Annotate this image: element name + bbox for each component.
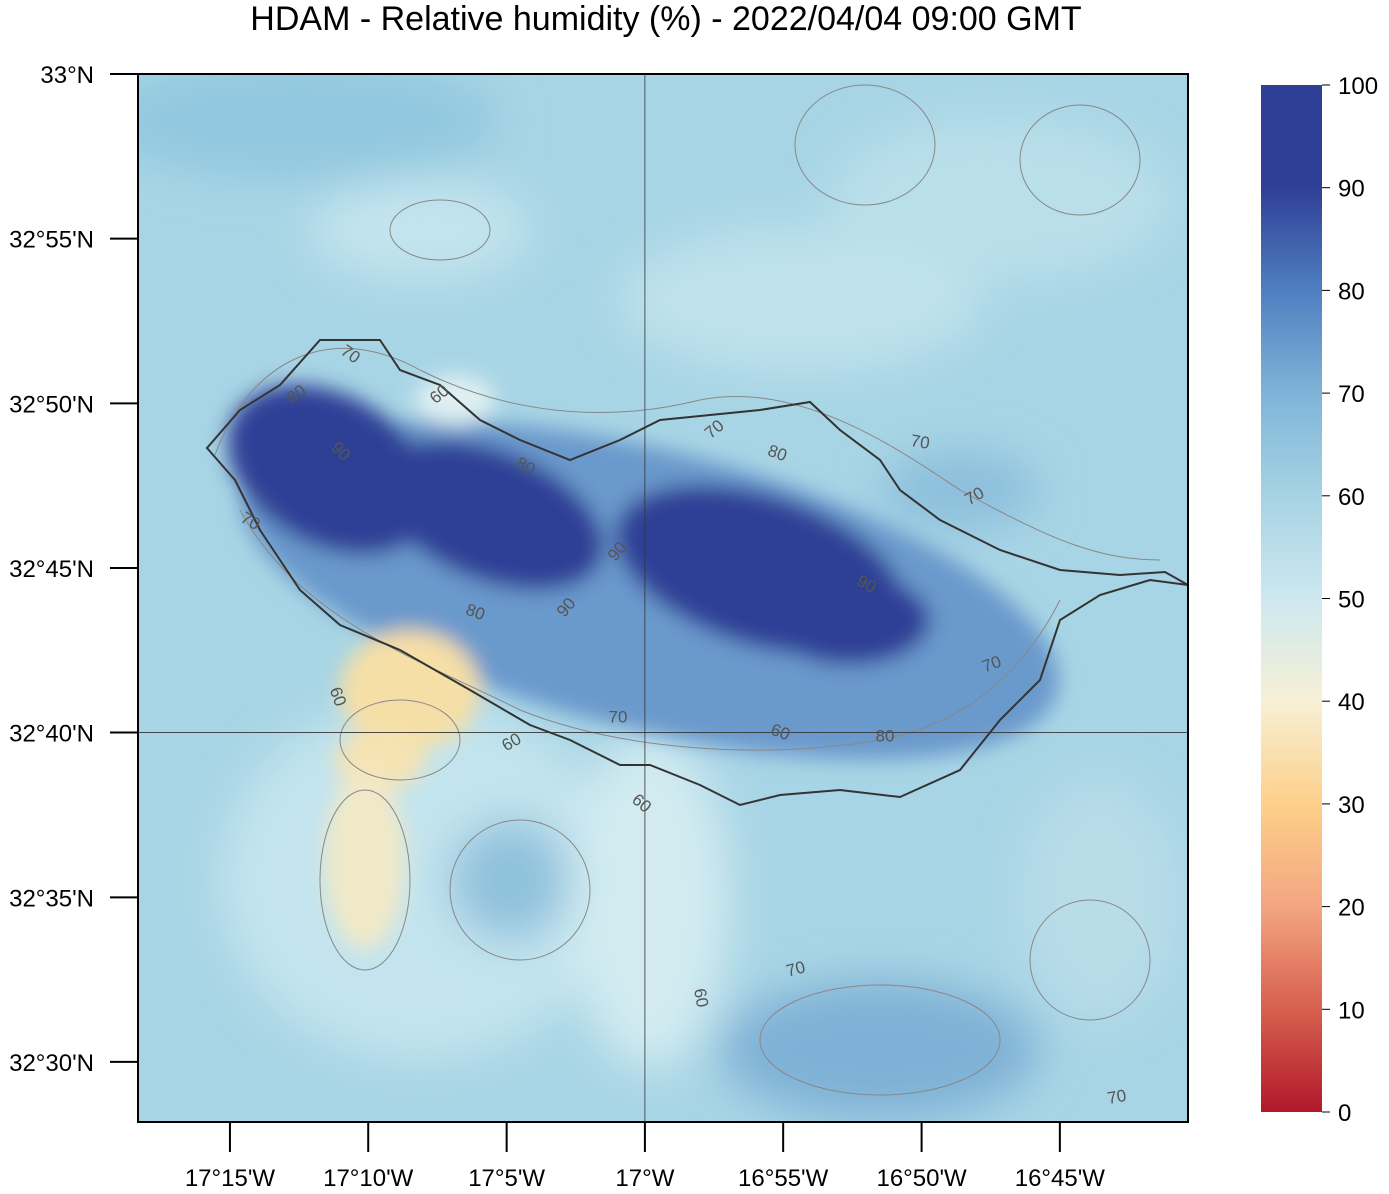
contour-label: 70 (784, 957, 807, 980)
x-tick-label: 17°W (615, 1165, 674, 1189)
colorbar-label: 60 (1338, 484, 1365, 511)
y-tick-label: 32°40'N (9, 721, 94, 748)
map-title: HDAM - Relative humidity (%) - 2022/04/0… (250, 0, 1081, 38)
colorbar (1261, 85, 1322, 1112)
x-tick-label: 17°15'W (185, 1165, 276, 1189)
colorbar-label: 30 (1338, 792, 1365, 819)
colorbar-label: 40 (1338, 689, 1365, 716)
contour-label: 70 (609, 707, 628, 726)
y-tick-label: 32°30'N (9, 1050, 94, 1077)
humidity-field (138, 74, 1188, 1122)
x-tick-label: 17°5'W (468, 1165, 545, 1189)
colorbar-label: 20 (1338, 895, 1365, 922)
y-tick-label: 32°50'N (9, 391, 94, 418)
colorbar-label: 0 (1338, 1100, 1351, 1127)
y-tick-label: 32°35'N (9, 885, 94, 912)
x-tick-label: 16°50'W (876, 1165, 967, 1189)
x-tick-label: 16°45'W (1015, 1165, 1106, 1189)
colorbar-label: 10 (1338, 997, 1365, 1024)
x-tick-label: 16°55'W (738, 1165, 829, 1189)
colorbar-label: 70 (1338, 381, 1365, 408)
colorbar-label: 80 (1338, 278, 1365, 305)
contour-label: 70 (1106, 1086, 1128, 1108)
y-tick-label: 33°N (40, 62, 94, 89)
contour-label: 80 (876, 726, 895, 745)
contour-label: 70 (909, 431, 931, 453)
x-tick-label: 17°10'W (323, 1165, 414, 1189)
colorbar-label: 90 (1338, 176, 1365, 203)
contour-label: 60 (690, 987, 712, 1009)
y-tick-label: 32°55'N (9, 227, 94, 254)
y-tick-label: 32°45'N (9, 556, 94, 583)
map-frame (137, 73, 1189, 1123)
colorbar-label: 50 (1338, 587, 1365, 614)
colorbar-label: 100 (1338, 73, 1378, 100)
